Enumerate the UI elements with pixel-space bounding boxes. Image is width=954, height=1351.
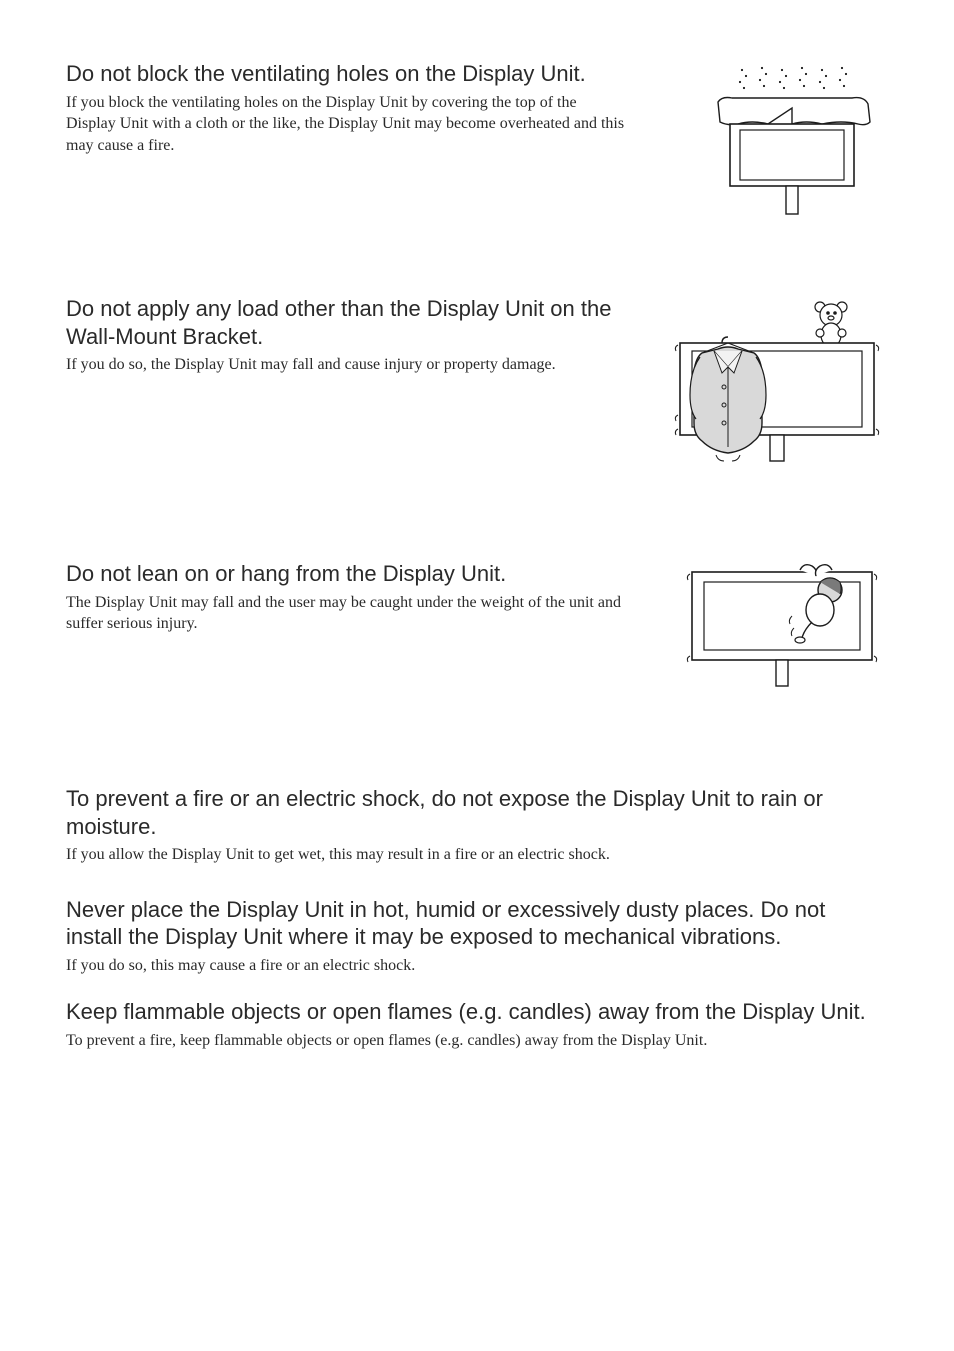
- section-text-block: Do not lean on or hang from the Display …: [66, 560, 658, 635]
- section-body: If you block the ventilating holes on th…: [66, 92, 626, 157]
- warning-section-moisture: To prevent a fire or an electric shock, …: [66, 785, 882, 866]
- section-body: If you do so, this may cause a fire or a…: [66, 955, 882, 977]
- warning-section-flammable: Keep flammable objects or open flames (e…: [66, 998, 882, 1051]
- section-text-block: Do not apply any load other than the Dis…: [66, 295, 648, 376]
- vent-cloth-icon: [702, 60, 882, 225]
- section-body: The Display Unit may fall and the user m…: [66, 592, 626, 635]
- section-text-block: Do not block the ventilating holes on th…: [66, 60, 678, 156]
- warning-section-ventilation: Do not block the ventilating holes on th…: [66, 60, 882, 225]
- section-heading: Never place the Display Unit in hot, hum…: [66, 896, 882, 951]
- section-body: If you do so, the Display Unit may fall …: [66, 354, 626, 376]
- warning-section-lean-hang: Do not lean on or hang from the Display …: [66, 560, 882, 695]
- section-body: If you allow the Display Unit to get wet…: [66, 844, 882, 866]
- warning-section-wall-mount-load: Do not apply any load other than the Dis…: [66, 295, 882, 470]
- wall-mount-load-icon: [672, 295, 882, 470]
- section-heading: Do not block the ventilating holes on th…: [66, 60, 678, 88]
- section-heading: To prevent a fire or an electric shock, …: [66, 785, 882, 840]
- lean-hang-icon: [682, 560, 882, 695]
- section-heading: Do not apply any load other than the Dis…: [66, 295, 648, 350]
- section-body: To prevent a fire, keep flammable object…: [66, 1030, 882, 1052]
- section-heading: Do not lean on or hang from the Display …: [66, 560, 658, 588]
- warning-section-environment: Never place the Display Unit in hot, hum…: [66, 896, 882, 977]
- section-heading: Keep flammable objects or open flames (e…: [66, 998, 882, 1026]
